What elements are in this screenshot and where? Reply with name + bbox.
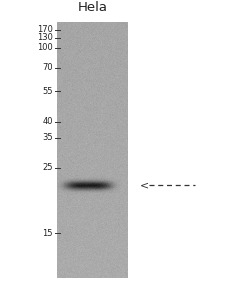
Text: <: < — [140, 180, 149, 190]
Text: 35: 35 — [42, 134, 53, 142]
Text: 15: 15 — [42, 229, 53, 238]
Text: 170: 170 — [37, 26, 53, 34]
Text: 25: 25 — [42, 164, 53, 172]
Text: 130: 130 — [37, 34, 53, 43]
Text: 100: 100 — [37, 44, 53, 52]
Text: Hela: Hela — [77, 1, 107, 14]
Text: 40: 40 — [42, 118, 53, 127]
Text: 55: 55 — [42, 86, 53, 95]
Text: 70: 70 — [42, 64, 53, 73]
